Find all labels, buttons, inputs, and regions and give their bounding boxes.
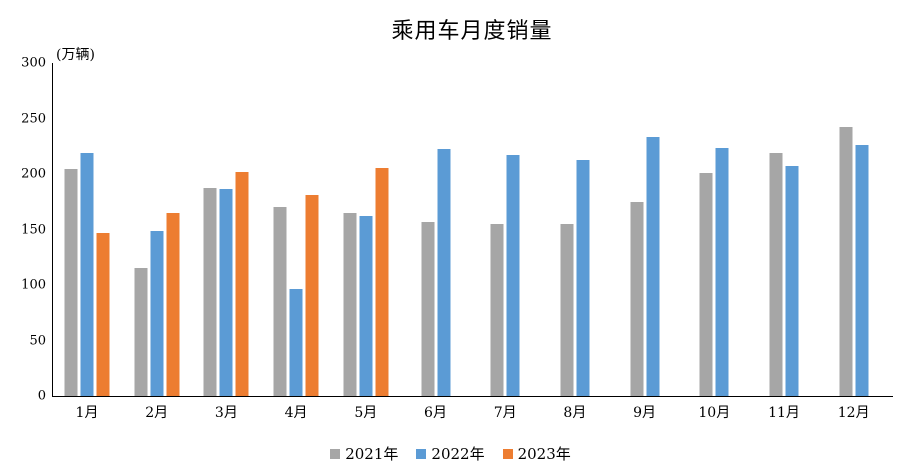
y-axis-tick-label: 50 bbox=[29, 333, 46, 348]
bar-2022年-12月 bbox=[855, 144, 869, 396]
bar-2021年-10月 bbox=[699, 173, 713, 396]
bar-group-6月 bbox=[421, 149, 450, 396]
x-axis-month-label: 3月 bbox=[214, 405, 238, 421]
y-axis-tick-label: 300 bbox=[21, 55, 46, 71]
legend: 2021年 2022年 2023年 bbox=[0, 443, 901, 464]
y-axis-tick-label: 0 bbox=[37, 388, 46, 404]
legend-swatch-icon bbox=[330, 448, 341, 459]
bar-group-4月 bbox=[273, 194, 319, 396]
x-axis-month-label: 12月 bbox=[837, 405, 870, 421]
y-axis-tick-label: 150 bbox=[21, 222, 46, 237]
bar-2022年-6月 bbox=[437, 149, 450, 396]
chart-title: 乘用车月度销量 bbox=[391, 19, 553, 44]
bar-2022年-11月 bbox=[785, 165, 799, 396]
bar-2021年-4月 bbox=[273, 206, 287, 396]
bar-2021年-11月 bbox=[769, 152, 783, 396]
legend-swatch-icon bbox=[416, 448, 427, 459]
x-axis-month-label: 5月 bbox=[354, 405, 378, 421]
bar-2022年-2月 bbox=[150, 230, 164, 396]
bar-2021年-12月 bbox=[839, 127, 853, 396]
legend-label: 2021年 bbox=[345, 445, 399, 463]
y-axis-unit-label: (万辆) bbox=[56, 47, 95, 63]
y-axis-tick-label: 250 bbox=[21, 111, 46, 126]
y-axis-tick-label: 200 bbox=[21, 166, 46, 182]
bar-2023年-4月 bbox=[305, 194, 319, 396]
x-axis-month-label: 9月 bbox=[633, 405, 657, 421]
legend-label: 2022年 bbox=[431, 445, 485, 463]
y-axis-tick-label: 100 bbox=[21, 277, 46, 293]
bar-2022年-1月 bbox=[80, 153, 94, 396]
x-axis-month-label: 1月 bbox=[75, 405, 99, 421]
bar-group-9月 bbox=[630, 137, 660, 396]
bar-group-2月 bbox=[134, 212, 180, 396]
legend-item-2021年: 2021年 bbox=[330, 443, 398, 464]
bar-2023年-2月 bbox=[166, 212, 180, 396]
bar-group-3月 bbox=[203, 172, 249, 396]
bar-2022年-4月 bbox=[289, 288, 303, 396]
legend-label: 2023年 bbox=[517, 445, 571, 463]
legend-item-2023年: 2023年 bbox=[502, 443, 571, 464]
bar-2021年-1月 bbox=[64, 169, 78, 396]
x-axis-month-label: 8月 bbox=[563, 405, 587, 421]
bar-2023年-1月 bbox=[96, 232, 110, 396]
bar-group-1月 bbox=[64, 153, 110, 396]
x-axis-month-label: 4月 bbox=[284, 405, 308, 421]
bar-2022年-10月 bbox=[715, 148, 729, 396]
x-axis-month-label: 10月 bbox=[698, 405, 731, 421]
bar-2022年-5月 bbox=[359, 215, 373, 396]
plot-area bbox=[52, 63, 893, 397]
bar-2023年-3月 bbox=[235, 172, 249, 396]
bar-2022年-7月 bbox=[506, 154, 520, 396]
legend-swatch-icon bbox=[502, 448, 513, 459]
bar-2022年-8月 bbox=[576, 160, 590, 396]
bar-group-11月 bbox=[769, 152, 799, 396]
bar-group-7月 bbox=[490, 154, 520, 396]
legend-item-2022年: 2022年 bbox=[416, 443, 485, 464]
x-axis-month-label: 11月 bbox=[768, 405, 800, 421]
x-axis-month-label: 7月 bbox=[493, 405, 517, 421]
bar-2021年-3月 bbox=[203, 188, 217, 396]
bar-group-10月 bbox=[699, 148, 729, 396]
x-axis-month-label: 6月 bbox=[424, 405, 447, 421]
bar-group-8月 bbox=[560, 160, 590, 396]
bar-2021年-2月 bbox=[134, 267, 148, 396]
x-axis-month-label: 2月 bbox=[145, 405, 169, 421]
bar-2022年-3月 bbox=[219, 189, 233, 396]
bar-2021年-5月 bbox=[343, 213, 357, 396]
bar-2021年-7月 bbox=[490, 223, 504, 396]
bar-group-5月 bbox=[343, 168, 389, 396]
bar-2021年-6月 bbox=[421, 221, 434, 396]
bar-group-12月 bbox=[839, 127, 869, 396]
bar-2022年-9月 bbox=[646, 137, 660, 396]
bar-2023年-5月 bbox=[375, 168, 389, 396]
bar-2021年-8月 bbox=[560, 223, 574, 396]
bar-2021年-9月 bbox=[630, 201, 644, 396]
